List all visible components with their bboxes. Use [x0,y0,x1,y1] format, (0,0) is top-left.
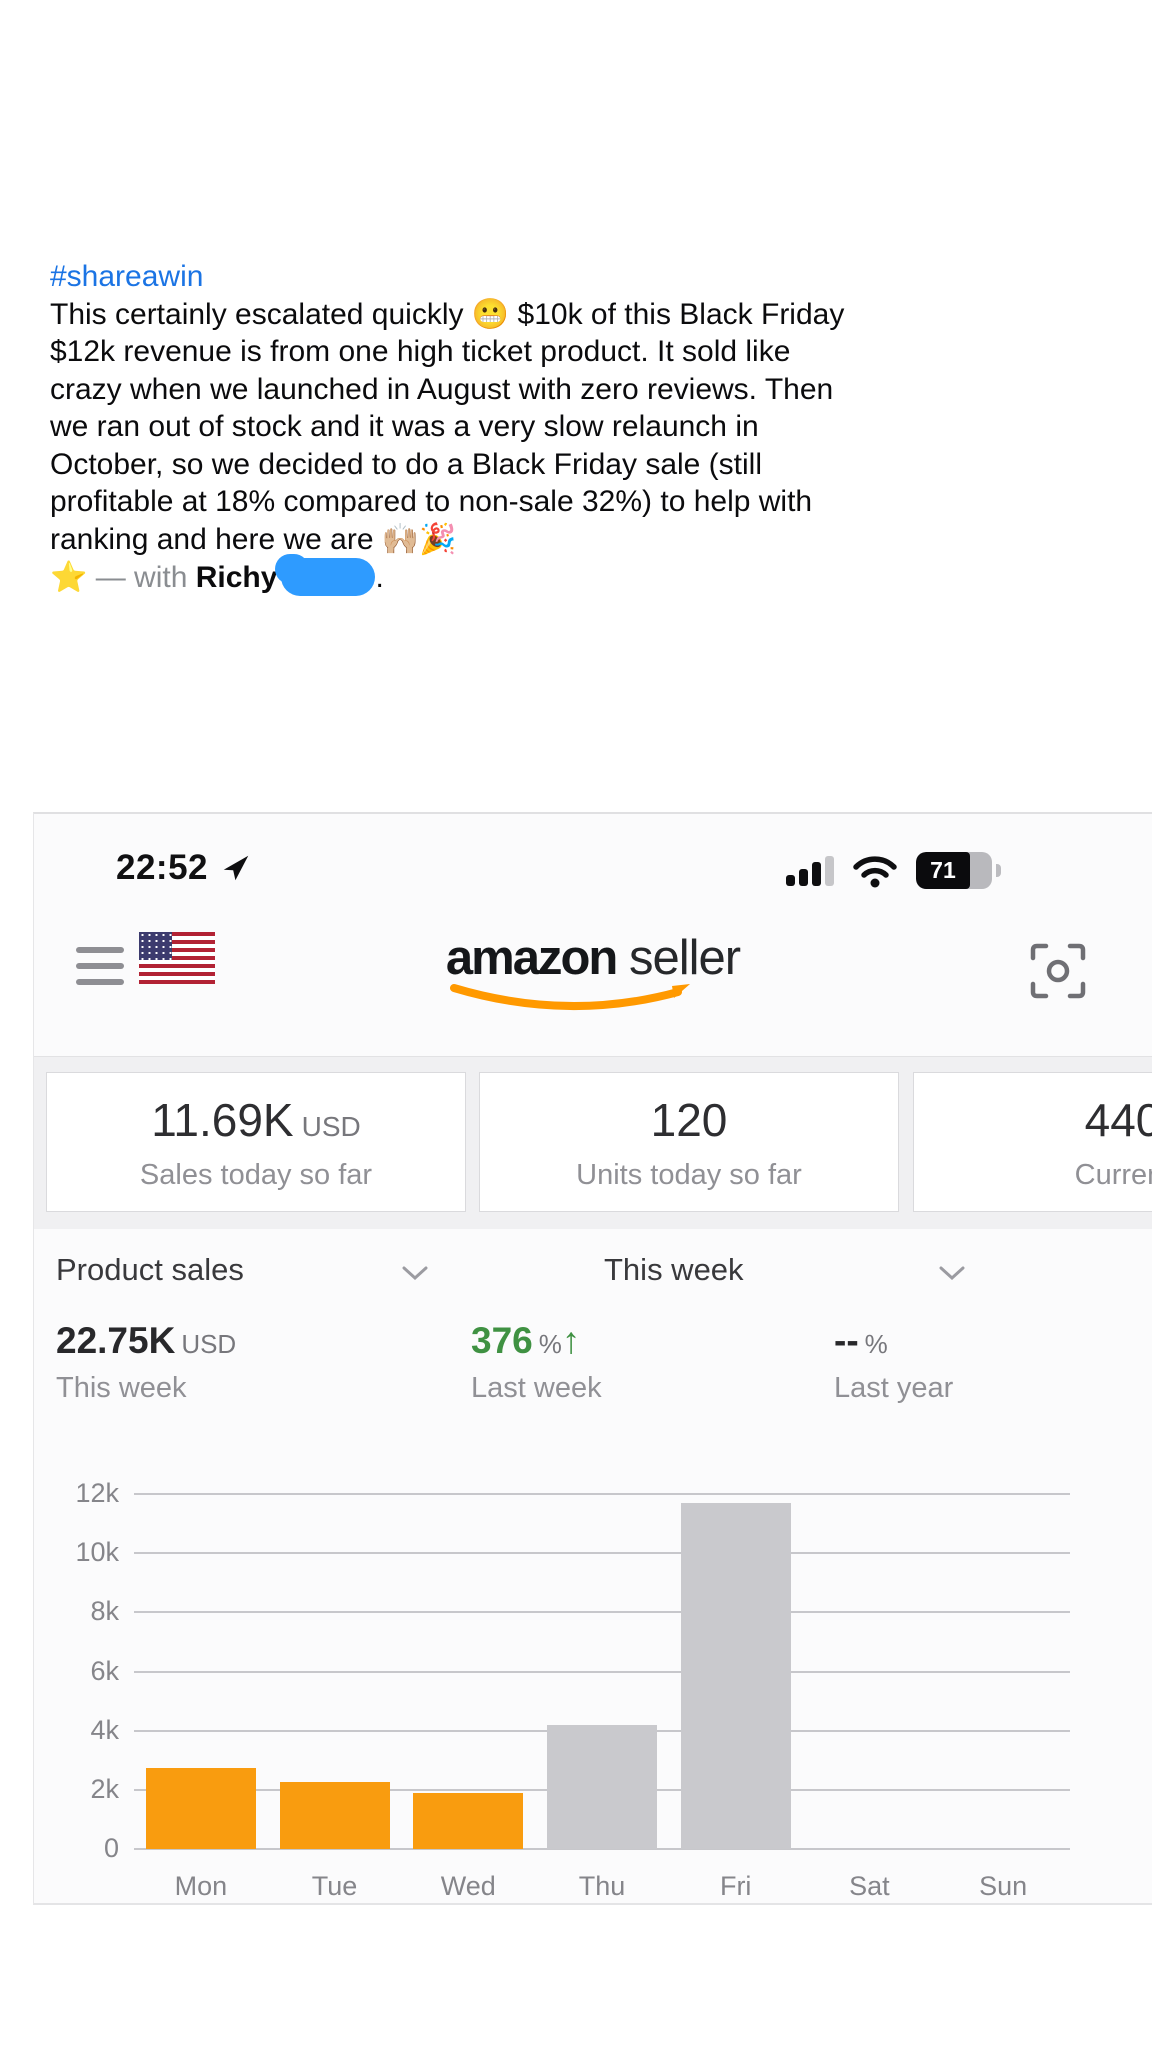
chart-ytick-label: 12k [75,1478,119,1508]
metric-card-units-today[interactable]: 120 Units today so far [479,1072,899,1212]
chart-ytick-label: 4k [90,1714,119,1745]
seller-logo-text: seller [628,931,741,985]
battery-tip [996,864,1001,877]
chart-ytick-label: 6k [90,1655,119,1686]
chart-bar-fri[interactable] [680,1503,791,1849]
menu-button[interactable] [76,947,124,995]
chart-xtick-label: Tue [311,1871,358,1901]
period-dropdown[interactable]: This week [604,1252,744,1287]
battery-percent: 71 [930,857,956,883]
chevron-down-icon[interactable] [939,1266,965,1280]
amazon-seller-screenshot: 22:52 71 amazon seller [33,812,1152,1905]
card-label: Sales today so far [139,1158,373,1191]
cellular-signal-icon [786,855,834,886]
status-time: 22:52 [116,848,209,887]
card-unit: USD [301,1110,361,1142]
chevron-down-icon[interactable] [402,1266,428,1280]
post-body: This certainly escalated quickly 😬 $10k … [50,297,845,556]
metric-dropdown[interactable]: Product sales [56,1252,244,1287]
chart-bar-thu[interactable] [547,1725,657,1849]
chart-bar-mon[interactable] [145,1768,256,1849]
location-arrow-icon [223,855,249,881]
chart-gridline [134,1493,1070,1495]
metric-card-sales-today[interactable]: 11.69K USD Sales today so far [46,1072,466,1212]
chart-xtick-label: Fri [719,1871,752,1901]
chart-xtick-label: Mon [174,1871,228,1901]
star-emoji: ⭐ [50,561,88,594]
tagged-with-label: — with [95,561,188,594]
chart-gridline [134,1552,1070,1555]
status-icons: 71 [786,852,1001,889]
chart-xtick-label: Sat [849,1871,890,1901]
chart-gridline [134,1848,1070,1850]
up-arrow-icon: ↑ [561,1320,581,1361]
amazon-logo-text: amazon [445,931,618,985]
summary-last-week: 376 %↑ [471,1320,581,1361]
chart-ytick-label: 8k [90,1596,119,1627]
summary-this-week: 22.75K USD [56,1320,237,1361]
summary-label: Last week [471,1372,602,1404]
amazon-smile-swoosh [449,984,690,1010]
chart-xtick-label: Thu [578,1871,626,1901]
us-flag-marketplace-icon[interactable] [139,932,215,984]
chart-bar-wed[interactable] [413,1793,524,1849]
chart-xtick-label: Sun [979,1871,1028,1901]
chart-bar-tue[interactable] [279,1782,390,1849]
chart-xtick-label: Wed [440,1871,496,1901]
card-value: 11.69K [151,1093,294,1146]
chart-gridline [134,1670,1070,1673]
app-logo: amazon seller [34,930,1152,1010]
redaction-scribble [275,554,376,596]
card-label: Units today so far [576,1158,802,1191]
battery-icon: 71 [916,852,992,889]
card-label: Current [1074,1158,1152,1191]
summary-label: Last year [834,1372,954,1404]
card-value: 440 [1084,1093,1152,1146]
weekly-sales-chart: 12k 10k 8k 6k 4k 2k 0 Mon Tue Wed Thu Fri Sat Sun [34,1474,1152,1903]
chart-ytick-label: 2k [90,1773,119,1804]
period: . [375,561,384,594]
summary-label: This week [56,1372,187,1404]
post-text: #shareawin This certainly escalated quic… [50,258,850,597]
scan-camera-button[interactable] [1029,942,1087,1000]
chart-gridline [134,1611,1070,1614]
summary-last-year: --% [834,1320,888,1361]
post-tail-line: ⭐ — with Richy. [50,554,850,597]
tagged-author-link[interactable]: Richy [195,561,278,594]
wifi-icon [853,855,897,887]
metric-cards-band: 11.69K USD Sales today so far 120 Units t… [34,1057,1152,1229]
chart-ytick-label: 0 [103,1833,119,1863]
chart-ytick-label: 10k [75,1537,119,1568]
hashtag-link[interactable]: #shareawin [50,260,204,293]
header-divider [34,1056,1152,1057]
metric-card-current-balance[interactable]: 440 Current [913,1072,1152,1212]
card-value: 120 [650,1093,728,1146]
